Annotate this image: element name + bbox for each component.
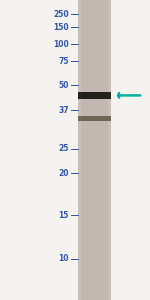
- Text: 75: 75: [58, 57, 69, 66]
- Bar: [78, 116, 111, 121]
- Text: 37: 37: [58, 106, 69, 115]
- Bar: [78, 92, 111, 99]
- Text: 50: 50: [59, 81, 69, 90]
- Text: 100: 100: [53, 40, 69, 49]
- Text: 25: 25: [59, 144, 69, 153]
- Bar: [81, 0, 108, 300]
- Text: 15: 15: [59, 211, 69, 220]
- Text: 20: 20: [58, 169, 69, 178]
- Bar: [78, 0, 111, 300]
- Text: 250: 250: [53, 10, 69, 19]
- Text: 10: 10: [58, 254, 69, 263]
- Text: 150: 150: [53, 22, 69, 32]
